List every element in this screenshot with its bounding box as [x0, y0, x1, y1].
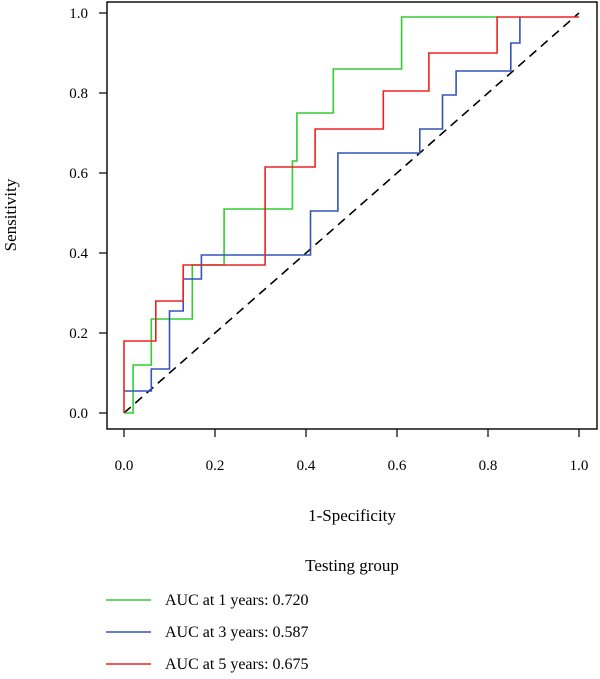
legend: AUC at 1 years: 0.720 AUC at 3 years: 0.5… — [106, 592, 309, 673]
series-line — [123, 16, 579, 413]
series-layer — [123, 16, 579, 414]
legend-label: AUC at 3 years: 0.587 — [165, 624, 309, 641]
x-axis-title: 1-Specificity — [308, 506, 396, 525]
x-tick-label: 0.2 — [206, 458, 225, 474]
y-tick-label: 0.0 — [69, 406, 88, 422]
x-tick-label: 0.8 — [479, 458, 498, 474]
series-line — [124, 17, 521, 392]
plot-frame — [106, 1, 598, 430]
reference-diagonal — [123, 12, 580, 414]
y-tick-label: 0.6 — [69, 166, 88, 182]
legend-label: AUC at 5 years: 0.675 — [165, 656, 309, 673]
y-tick-label: 0.2 — [69, 326, 88, 342]
y-axis-title: Sensitivity — [1, 178, 20, 251]
y-tick-label: 1.0 — [69, 6, 88, 22]
x-tick-label: 0.0 — [115, 458, 134, 474]
x-tick-label: 1.0 — [570, 458, 589, 474]
axis-ticks: 0.0 0.2 0.4 0.6 0.8 1.0 0.0 0.2 0.4 0.6 0.8 1.0 — [69, 6, 588, 474]
x-tick-label: 0.4 — [297, 458, 316, 474]
x-tick-label: 0.6 — [388, 458, 407, 474]
y-tick-label: 0.8 — [69, 86, 88, 102]
legend-label: AUC at 1 years: 0.720 — [165, 592, 309, 609]
legend-title: Testing group — [305, 556, 399, 575]
y-tick-label: 0.4 — [69, 246, 88, 262]
series-line — [124, 16, 498, 414]
